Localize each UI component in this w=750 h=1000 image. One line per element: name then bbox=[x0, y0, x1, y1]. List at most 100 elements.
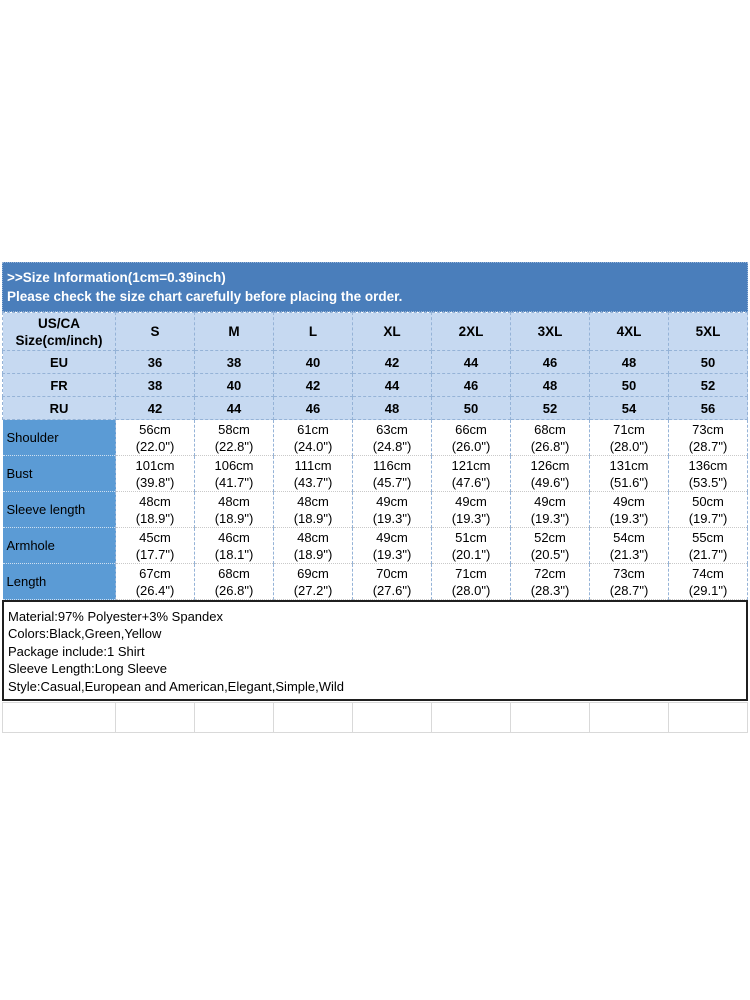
cm-value: 111cm bbox=[294, 457, 332, 473]
measurement-label: Shoulder bbox=[2, 419, 116, 456]
inch-value: (19.3") bbox=[372, 510, 412, 526]
measurement-cell: 68cm (26.8") bbox=[510, 419, 590, 456]
cm-value: 63cm bbox=[376, 421, 408, 437]
measurement-cell: 116cm (45.7") bbox=[352, 455, 432, 492]
size-header-l: L bbox=[273, 312, 353, 351]
size-chart-page: >>Size Information(1cm=0.39inch) Please … bbox=[2, 262, 748, 733]
measurement-cell: 61cm (24.0") bbox=[273, 419, 353, 456]
empty-cell bbox=[510, 702, 590, 733]
measurement-row-sleeve-length: Sleeve length 48cm (18.9") 48cm (18.9") 48… bbox=[2, 491, 748, 528]
region-value: 44 bbox=[352, 373, 432, 397]
region-value: 50 bbox=[589, 373, 669, 397]
measurement-row-length: Length 67cm (26.4") 68cm (26.8") 69cm (27.2… bbox=[2, 563, 748, 600]
region-row-fr: FR 38 40 42 44 46 48 50 52 bbox=[2, 373, 748, 397]
region-value: 40 bbox=[273, 350, 353, 374]
inch-value: (24.0") bbox=[293, 438, 333, 454]
measurement-cell: 48cm (18.9") bbox=[273, 527, 353, 564]
measurement-label: Sleeve length bbox=[2, 491, 116, 528]
region-value: 44 bbox=[431, 350, 511, 374]
measurement-cell: 51cm (20.1") bbox=[431, 527, 511, 564]
inch-value: (19.3") bbox=[451, 510, 491, 526]
cm-value: 51cm bbox=[455, 529, 487, 545]
region-row-ru: RU 42 44 46 48 50 52 54 56 bbox=[2, 396, 748, 420]
measurement-cell: 48cm (18.9") bbox=[194, 491, 274, 528]
region-value: 48 bbox=[589, 350, 669, 374]
size-chart-content: >>Size Information(1cm=0.39inch) Please … bbox=[2, 262, 748, 733]
measurement-cell: 126cm (49.6") bbox=[510, 455, 590, 492]
product-info-box: Material:97% Polyester+3% Spandex Colors… bbox=[2, 600, 748, 701]
measurement-row-bust: Bust 101cm (39.8") 106cm (41.7") 111cm (43.… bbox=[2, 455, 748, 492]
cm-value: 49cm bbox=[613, 493, 645, 509]
empty-cell bbox=[431, 702, 511, 733]
measurement-cell: 48cm (18.9") bbox=[273, 491, 353, 528]
cm-value: 101cm bbox=[135, 457, 175, 473]
inch-value: (20.1") bbox=[451, 546, 491, 562]
cm-value: 48cm bbox=[297, 493, 329, 509]
inch-value: (51.6") bbox=[609, 474, 649, 490]
info-sleeve-length: Sleeve Length:Long Sleeve bbox=[8, 661, 168, 677]
cm-value: 49cm bbox=[376, 529, 408, 545]
inch-value: (53.5") bbox=[688, 474, 728, 490]
inch-value: (20.5") bbox=[530, 546, 570, 562]
region-value: 50 bbox=[668, 350, 748, 374]
measurement-cell: 71cm (28.0") bbox=[589, 419, 669, 456]
size-chart-table: US/CA Size(cm/inch) S M L XL 2XL 3XL 4XL… bbox=[2, 312, 748, 600]
cm-value: 66cm bbox=[455, 421, 487, 437]
cm-value: 73cm bbox=[613, 565, 645, 581]
inch-value: (22.8") bbox=[214, 438, 254, 454]
region-value: 48 bbox=[352, 396, 432, 420]
inch-value: (18.1") bbox=[214, 546, 254, 562]
region-value: 52 bbox=[510, 396, 590, 420]
inch-value: (28.7") bbox=[688, 438, 728, 454]
measurement-cell: 69cm (27.2") bbox=[273, 563, 353, 600]
empty-grid-row bbox=[2, 702, 748, 733]
inch-value: (28.0") bbox=[609, 438, 649, 454]
region-value: 40 bbox=[194, 373, 274, 397]
inch-value: (43.7") bbox=[293, 474, 333, 490]
measurement-cell: 48cm (18.9") bbox=[115, 491, 195, 528]
empty-cell bbox=[273, 702, 353, 733]
banner-title: >>Size Information(1cm=0.39inch) bbox=[7, 270, 226, 285]
empty-cell bbox=[115, 702, 195, 733]
region-value: 42 bbox=[352, 350, 432, 374]
measurement-cell: 49cm (19.3") bbox=[510, 491, 590, 528]
inch-value: (28.7") bbox=[609, 582, 649, 598]
empty-cell bbox=[2, 702, 116, 733]
measurement-cell: 49cm (19.3") bbox=[431, 491, 511, 528]
region-value: 46 bbox=[273, 396, 353, 420]
info-style: Style:Casual,European and American,Elega… bbox=[8, 678, 345, 694]
cm-value: 126cm bbox=[530, 457, 570, 473]
measurement-cell: 56cm (22.0") bbox=[115, 419, 195, 456]
measurement-cell: 55cm (21.7") bbox=[668, 527, 748, 564]
measurement-cell: 106cm (41.7") bbox=[194, 455, 274, 492]
measurement-label: Length bbox=[2, 563, 116, 600]
inch-value: (39.8") bbox=[135, 474, 175, 490]
cm-value: 106cm bbox=[214, 457, 254, 473]
measurement-cell: 73cm (28.7") bbox=[589, 563, 669, 600]
measurement-cell: 49cm (19.3") bbox=[589, 491, 669, 528]
empty-cell bbox=[668, 702, 748, 733]
cm-value: 49cm bbox=[376, 493, 408, 509]
corner-header-line2: Size(cm/inch) bbox=[15, 332, 103, 348]
empty-cell bbox=[194, 702, 274, 733]
inch-value: (29.1") bbox=[688, 582, 728, 598]
measurement-cell: 70cm (27.6") bbox=[352, 563, 432, 600]
size-header-2xl: 2XL bbox=[431, 312, 511, 351]
measurement-cell: 73cm (28.7") bbox=[668, 419, 748, 456]
measurement-cell: 58cm (22.8") bbox=[194, 419, 274, 456]
inch-value: (21.3") bbox=[609, 546, 649, 562]
inch-value: (27.2") bbox=[293, 582, 333, 598]
measurement-cell: 72cm (28.3") bbox=[510, 563, 590, 600]
measurement-cell: 49cm (19.3") bbox=[352, 491, 432, 528]
measurement-cell: 63cm (24.8") bbox=[352, 419, 432, 456]
inch-value: (21.7") bbox=[688, 546, 728, 562]
cm-value: 136cm bbox=[688, 457, 728, 473]
region-value: 38 bbox=[194, 350, 274, 374]
cm-value: 49cm bbox=[455, 493, 487, 509]
region-value: 46 bbox=[431, 373, 511, 397]
region-row-eu: EU 36 38 40 42 44 46 48 50 bbox=[2, 350, 748, 374]
cm-value: 48cm bbox=[218, 493, 250, 509]
inch-value: (19.7") bbox=[688, 510, 728, 526]
size-header-row: US/CA Size(cm/inch) S M L XL 2XL 3XL 4XL… bbox=[2, 312, 748, 351]
inch-value: (22.0") bbox=[135, 438, 175, 454]
